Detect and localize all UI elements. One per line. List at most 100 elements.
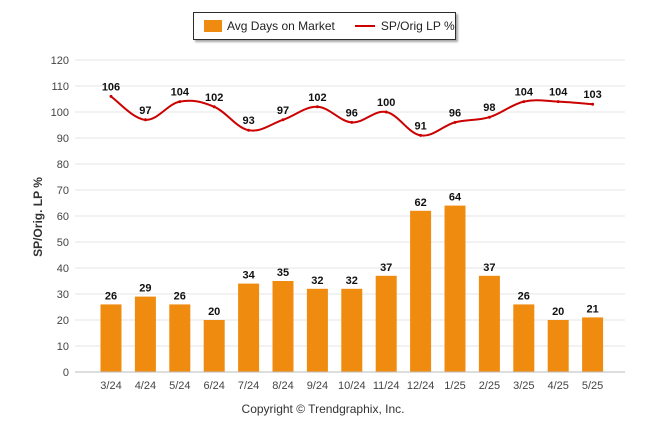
bar <box>478 275 500 372</box>
line-value-label: 96 <box>449 107 461 119</box>
legend-line-swatch <box>354 25 375 27</box>
bar <box>547 320 569 372</box>
bar <box>375 275 397 372</box>
bar-value-label: 20 <box>552 306 564 318</box>
y-tick-label: 30 <box>57 289 69 301</box>
line-value-label: 97 <box>277 105 289 117</box>
legend-bar-swatch <box>204 20 222 32</box>
axes: 0 10 20 30 40 50 60 70 80 90 100 110 120 3/24 4/24 5/24… <box>51 55 625 392</box>
bar-value-label: 21 <box>586 303 598 315</box>
bar-value-label: 26 <box>105 290 117 302</box>
copyright-text: Copyright © Trendgraphix, Inc. <box>241 402 405 416</box>
line-series <box>109 94 595 137</box>
line-point <box>384 110 388 114</box>
bar <box>203 320 225 372</box>
x-tick-label: 1/25 <box>444 380 465 392</box>
y-tick-label: 50 <box>57 237 69 249</box>
bar <box>341 288 363 372</box>
line-point <box>522 100 526 104</box>
y-tick-label: 70 <box>57 185 69 197</box>
bar <box>100 304 122 372</box>
line-value-label: 104 <box>549 87 568 99</box>
y-tick-label: 20 <box>57 315 69 327</box>
line-point <box>487 115 491 119</box>
y-tick-label: 100 <box>51 107 69 119</box>
y-tick-label: 60 <box>57 211 69 223</box>
line-point <box>419 133 423 137</box>
x-tick-label: 4/25 <box>547 380 568 392</box>
y-tick-label: 90 <box>57 133 69 145</box>
y-tick-label: 40 <box>57 263 69 275</box>
x-tick-label: 5/24 <box>169 380 190 392</box>
line-value-label: 98 <box>483 102 495 114</box>
line-point <box>350 120 354 124</box>
line-point <box>453 120 457 124</box>
bar <box>444 205 466 372</box>
line-value-label: 100 <box>377 97 395 109</box>
bar-value-label: 37 <box>380 262 392 274</box>
bar <box>582 317 604 372</box>
line-point <box>556 100 560 104</box>
legend-line-label: SP/Orig LP % <box>380 19 455 33</box>
x-tick-label: 9/24 <box>307 380 328 392</box>
x-tick-label: 7/24 <box>238 380 259 392</box>
y-tick-label: 10 <box>57 341 69 353</box>
bar <box>169 304 191 372</box>
bar-value-label: 32 <box>346 275 358 287</box>
x-tick-label: 11/24 <box>373 380 400 392</box>
line-point <box>591 102 595 106</box>
bar-value-label: 64 <box>449 192 462 204</box>
line-point <box>247 128 251 132</box>
line-value-label: 97 <box>139 105 151 117</box>
legend: Avg Days on Market SP/Orig LP % <box>193 12 456 40</box>
legend-bar-label: Avg Days on Market <box>227 19 335 33</box>
line-value-label: 91 <box>414 120 426 132</box>
x-tick-label: 10/24 <box>338 380 366 392</box>
line-value-label: 93 <box>242 115 254 127</box>
x-tick-label: 5/25 <box>582 380 603 392</box>
line-value-label: 96 <box>346 107 358 119</box>
bar-value-label: 29 <box>139 283 151 295</box>
bar <box>238 283 260 372</box>
line-point <box>315 105 319 109</box>
bar-value-label: 37 <box>483 262 495 274</box>
y-tick-label: 80 <box>57 159 69 171</box>
bar-value-label: 26 <box>518 290 530 302</box>
legend-item-bars[interactable]: Avg Days on Market <box>194 19 335 33</box>
line-point <box>178 100 182 104</box>
x-tick-label: 8/24 <box>272 380 293 392</box>
line-value-label: 102 <box>308 92 326 104</box>
line-point <box>212 105 216 109</box>
line-value-label: 106 <box>102 81 120 93</box>
y-tick-label: 120 <box>51 55 69 67</box>
line-value-label: 103 <box>583 89 601 101</box>
y-axis-title: SP/Orig. LP % <box>31 177 45 257</box>
line-value-label: 104 <box>171 87 190 99</box>
bar-value-label: 20 <box>208 306 220 318</box>
x-tick-label: 2/25 <box>479 380 500 392</box>
x-tick-label: 6/24 <box>203 380 224 392</box>
y-tick-label: 0 <box>63 367 69 379</box>
data-labels: 26 29 26 20 34 35 32 32 37 62 64 37 26 20 21 106 97 104 10… <box>102 81 602 318</box>
bar-value-label: 32 <box>311 275 323 287</box>
bar-value-label: 62 <box>414 197 426 209</box>
bar <box>410 210 432 372</box>
legend-item-line[interactable]: SP/Orig LP % <box>335 19 455 33</box>
x-tick-label: 3/24 <box>100 380 121 392</box>
bar-value-label: 26 <box>174 290 186 302</box>
bar <box>513 304 535 372</box>
x-tick-label: 4/24 <box>135 380 156 392</box>
y-tick-label: 110 <box>51 81 69 93</box>
line-point <box>109 94 113 98</box>
bar-value-label: 34 <box>242 270 255 282</box>
bar-value-label: 35 <box>277 267 289 279</box>
line-value-label: 102 <box>205 92 223 104</box>
line-point <box>281 118 285 122</box>
line-point <box>143 118 147 122</box>
x-tick-label: 3/25 <box>513 380 534 392</box>
x-tick-label: 12/24 <box>407 380 435 392</box>
line-value-label: 104 <box>515 87 534 99</box>
bar <box>272 281 294 372</box>
bar <box>134 296 156 372</box>
